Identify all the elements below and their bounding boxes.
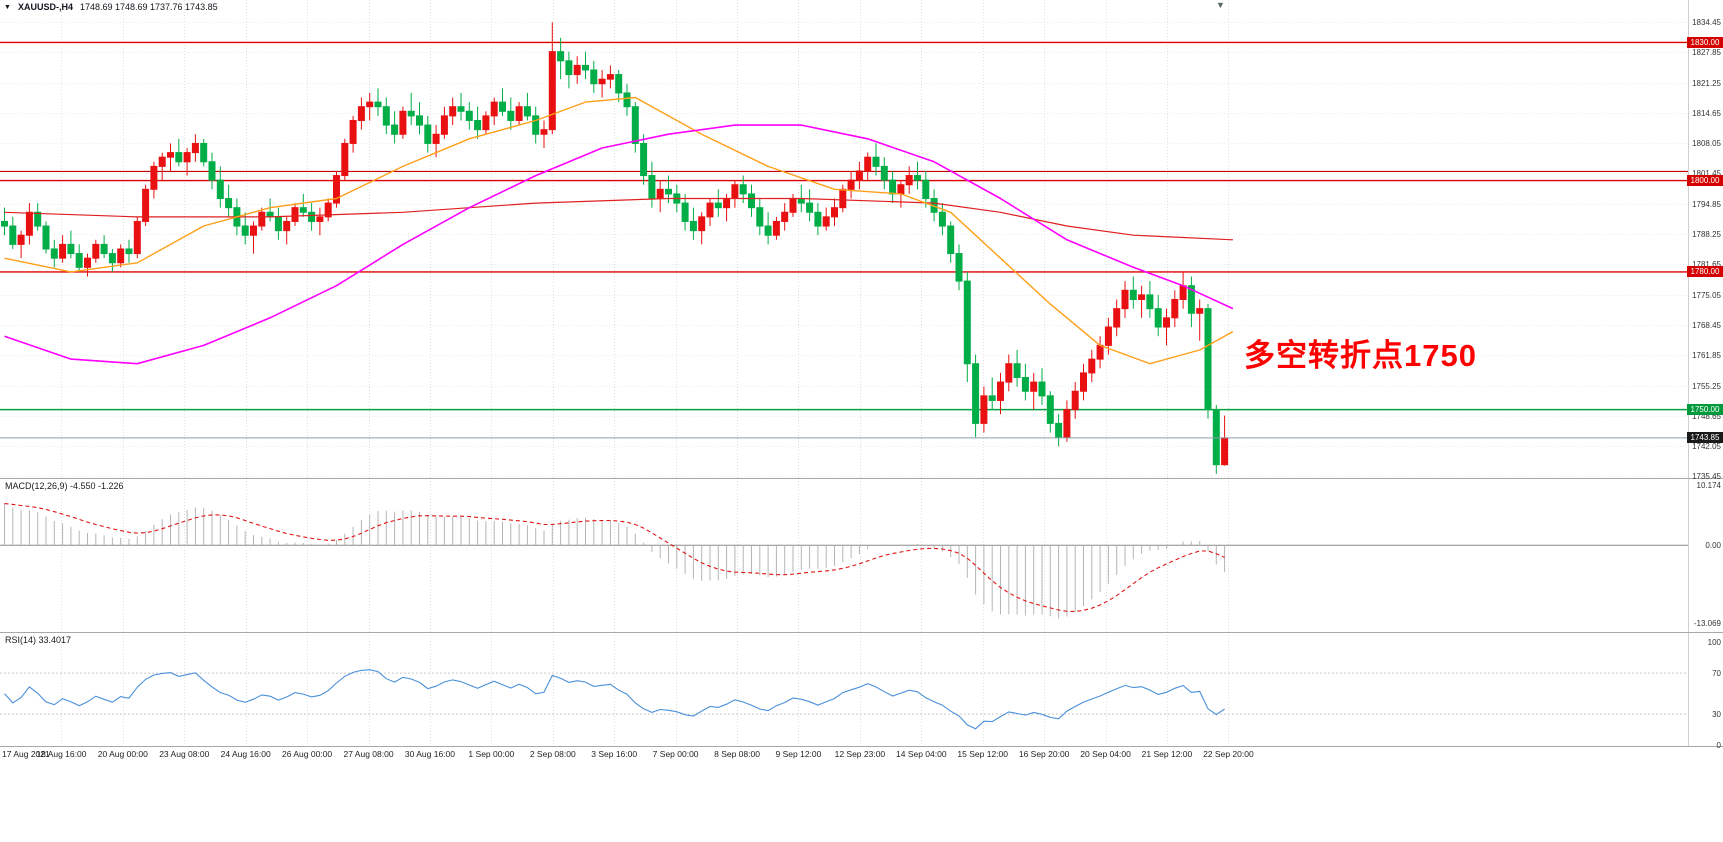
time-tick-label: 22 Sep 20:00: [1203, 749, 1254, 759]
price-tick-label: 1781.65: [1692, 260, 1721, 270]
price-tick-label: 1834.45: [1692, 18, 1721, 28]
price-badge: 1830.00: [1687, 37, 1723, 48]
horizontal-level-lines: [0, 41, 1688, 411]
panel-separator: [0, 746, 1723, 747]
time-tick-label: 27 Aug 08:00: [343, 749, 394, 759]
time-tick-label: 21 Sep 12:00: [1141, 749, 1193, 759]
rsi-tick-label: 100: [1707, 638, 1721, 648]
price-tick-label: 1801.45: [1692, 169, 1721, 179]
price-tick-label: 1761.85: [1692, 351, 1721, 361]
rsi-tick-label: 0: [1716, 741, 1721, 750]
time-axis[interactable]: 17 Aug 2021 18 Aug 16:00 20 Aug 00:00 23 Au…: [0, 748, 1723, 764]
price-tick-label: 1768.45: [1692, 320, 1721, 330]
MA-long-red: [4, 197, 1233, 241]
time-tick-label: 7 Sep 00:00: [652, 749, 699, 759]
price-tick-label: 1821.25: [1692, 78, 1721, 88]
time-tick-label: 20 Aug 00:00: [97, 749, 148, 759]
time-tick-label: 1 Sep 00:00: [468, 749, 515, 759]
price-badge: 1800.00: [1687, 175, 1723, 186]
macd-indicator-label: MACD(12,26,9) -4.550 -1.226: [5, 481, 124, 491]
time-tick-label: 24 Aug 16:00: [220, 749, 271, 759]
rsi-indicator-label: RSI(14) 33.4017: [5, 635, 72, 645]
time-tick-label: 18 Aug 16:00: [36, 749, 87, 759]
price-axis-separator: [1688, 0, 1689, 746]
time-tick-label: 20 Sep 04:00: [1080, 749, 1131, 759]
symbol-info-bar: ▼ XAUUSD-,H4 1748.69 1748.69 1737.76 174…: [4, 2, 218, 12]
price-tick-label: 1814.65: [1692, 108, 1721, 118]
rsi-tick-label: 30: [1712, 710, 1721, 720]
macd-signal-line: [4, 503, 1225, 613]
time-tick-label: 23 Aug 08:00: [159, 749, 210, 759]
time-tick-label: 12 Sep 23:00: [834, 749, 886, 759]
macd-histogram: [4, 503, 1226, 619]
time-tick-label: 16 Sep 20:00: [1018, 749, 1070, 759]
main-chart-panel[interactable]: [0, 0, 1723, 478]
MA-slow-magenta: [4, 124, 1234, 365]
rsi-line: [4, 669, 1225, 730]
symbol-dropdown-icon[interactable]: ▼: [4, 3, 11, 11]
price-tick-label: 1755.25: [1692, 381, 1721, 391]
price-tick-label: 1794.85: [1692, 199, 1721, 209]
symbol-label: XAUUSD-,H4: [17, 2, 73, 12]
price-tick-label: 1827.85: [1692, 48, 1721, 58]
time-tick-label: 9 Sep 12:00: [775, 749, 822, 759]
annotation-text: 多空转折点1750: [1244, 338, 1477, 373]
price-tick-label: 1808.05: [1692, 139, 1721, 149]
moving-averages: [4, 96, 1234, 365]
macd-tick-label: -13.069: [1693, 618, 1721, 628]
time-tick-label: 17 Aug 2021: [2, 749, 50, 759]
time-tick-label: 15 Sep 12:00: [957, 749, 1009, 759]
time-tick-label: 26 Aug 00:00: [282, 749, 333, 759]
price-badge: 1750.00: [1687, 404, 1723, 415]
rsi-level-lines: [0, 672, 1688, 715]
rsi-panel[interactable]: [0, 632, 1723, 746]
time-tick-label: 14 Sep 04:00: [896, 749, 947, 759]
rsi-tick-label: 70: [1712, 669, 1721, 679]
MA-mid-orange: [4, 96, 1234, 365]
time-gridlines-rsi: [61, 632, 1229, 746]
price-tick-label: 1742.05: [1692, 442, 1721, 452]
macd-panel[interactable]: [0, 478, 1723, 632]
panel-separator[interactable]: [0, 478, 1723, 479]
macd-tick-label: 10.174: [1696, 480, 1721, 490]
price-badge: 1743.85: [1687, 432, 1723, 443]
scroll-marker-icon[interactable]: ▼: [1216, 0, 1225, 10]
macd-tick-label: 0.00: [1705, 541, 1721, 551]
price-axis[interactable]: 1834.45 1827.85 1821.25 1814.65 1808.05 1801.…: [1663, 0, 1723, 770]
time-tick-label: 2 Sep 08:00: [529, 749, 576, 759]
price-tick-label: 1775.05: [1692, 290, 1721, 300]
panel-separator[interactable]: [0, 632, 1723, 633]
price-tick-label: 1735.45: [1692, 472, 1721, 482]
ohlc-values: 1748.69 1748.69 1737.76 1743.85: [79, 2, 218, 12]
price-badge: 1780.00: [1687, 266, 1723, 277]
price-tick-label: 1748.65: [1692, 411, 1721, 421]
time-tick-label: 30 Aug 16:00: [404, 749, 455, 759]
time-tick-label: 8 Sep 08:00: [714, 749, 760, 759]
time-tick-label: 3 Sep 16:00: [591, 749, 638, 759]
price-tick-label: 1788.25: [1692, 230, 1721, 240]
